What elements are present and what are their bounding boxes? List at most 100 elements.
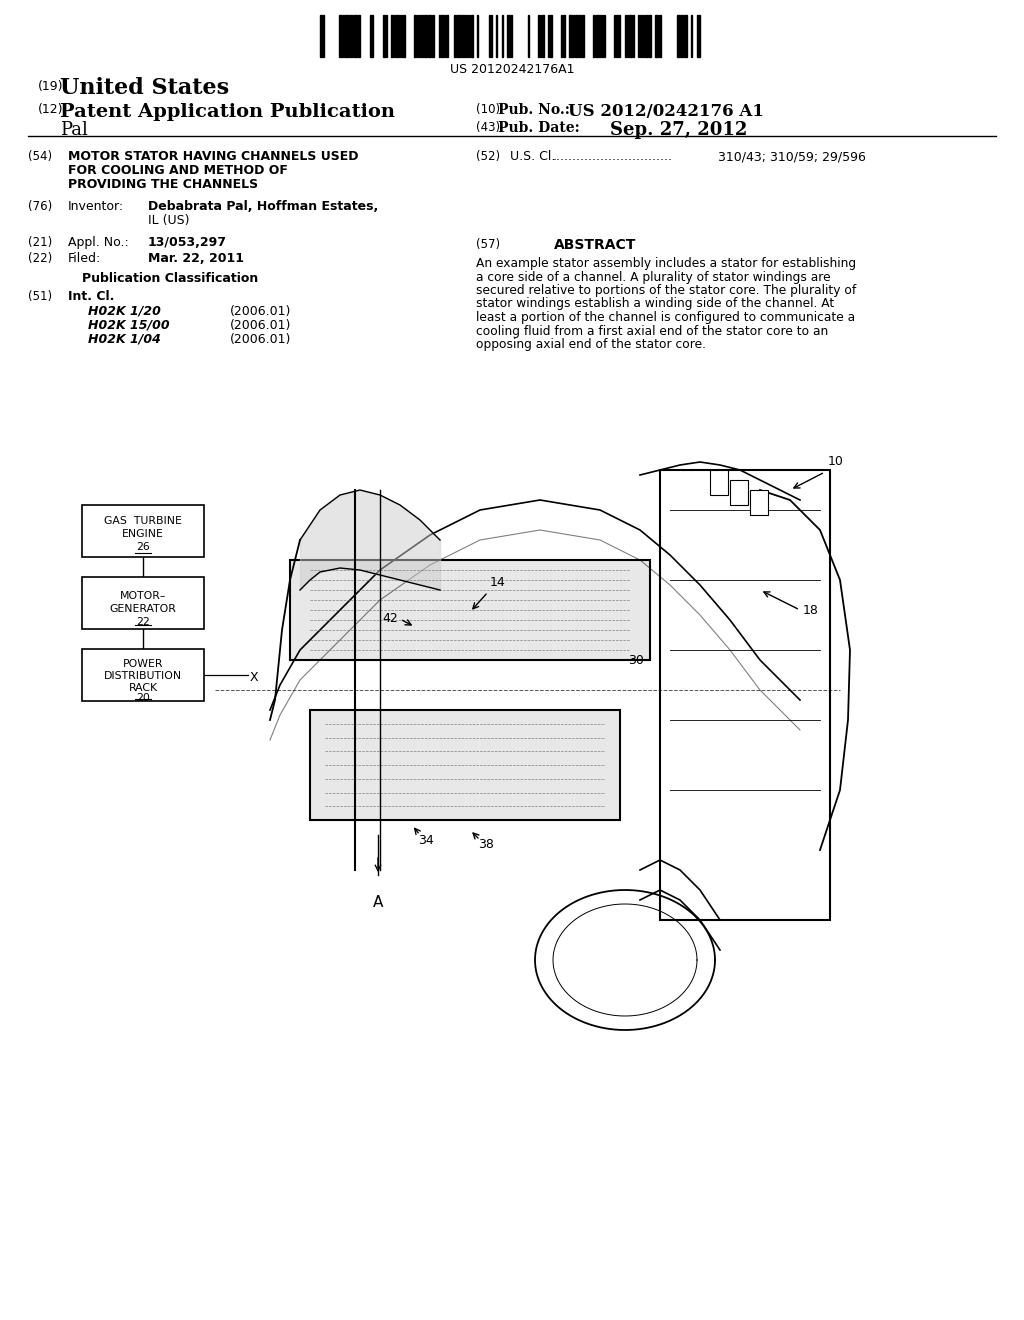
Bar	[441, 15, 443, 57]
Bar	[461, 15, 463, 57]
Text: (57): (57)	[476, 238, 500, 251]
Bar	[730, 480, 748, 506]
Text: MOTOR–: MOTOR–	[120, 591, 166, 601]
Bar	[345, 15, 348, 57]
Bar	[471, 15, 473, 57]
Text: GENERATOR: GENERATOR	[110, 605, 176, 614]
Text: GAS  TURBINE: GAS TURBINE	[104, 516, 182, 525]
Bar	[432, 15, 434, 57]
Bar	[319, 15, 322, 57]
Text: RACK: RACK	[128, 682, 158, 693]
Bar	[593, 15, 595, 57]
Bar	[428, 15, 431, 57]
Text: 18: 18	[803, 603, 819, 616]
Bar	[310, 710, 620, 820]
Text: 22: 22	[136, 616, 150, 627]
Bar	[403, 15, 406, 57]
Text: (2006.01): (2006.01)	[230, 333, 292, 346]
Bar	[575, 15, 578, 57]
Text: (2006.01): (2006.01)	[230, 305, 292, 318]
Text: (12): (12)	[38, 103, 63, 116]
Text: US 2012/0242176 A1: US 2012/0242176 A1	[568, 103, 764, 120]
Text: 38: 38	[478, 838, 494, 851]
Text: A: A	[373, 895, 383, 909]
Bar	[616, 15, 618, 57]
Bar	[391, 15, 393, 57]
Bar	[750, 490, 768, 515]
Text: Int. Cl.: Int. Cl.	[68, 290, 115, 304]
Text: (43): (43)	[476, 121, 500, 135]
Text: Sep. 27, 2012: Sep. 27, 2012	[610, 121, 748, 139]
Bar	[697, 15, 700, 57]
Bar	[579, 15, 581, 57]
Text: (10): (10)	[476, 103, 500, 116]
Text: Patent Application Publication: Patent Application Publication	[60, 103, 395, 121]
Text: MOTOR STATOR HAVING CHANNELS USED: MOTOR STATOR HAVING CHANNELS USED	[68, 150, 358, 162]
Bar	[349, 15, 351, 57]
Bar	[681, 15, 683, 57]
Text: Inventor:: Inventor:	[68, 201, 124, 213]
Text: PROVIDING THE CHANNELS: PROVIDING THE CHANNELS	[68, 178, 258, 191]
Bar	[424, 15, 427, 57]
Text: 14: 14	[490, 576, 506, 589]
Text: least a portion of the channel is configured to communicate a: least a portion of the channel is config…	[476, 312, 855, 323]
Text: Pub. No.:: Pub. No.:	[498, 103, 570, 117]
Text: US 20120242176A1: US 20120242176A1	[450, 63, 574, 77]
Bar	[464, 15, 466, 57]
Text: opposing axial end of the stator core.: opposing axial end of the stator core.	[476, 338, 706, 351]
Text: X: X	[250, 671, 259, 684]
Bar	[339, 15, 342, 57]
Text: United States: United States	[60, 77, 229, 99]
Bar	[507, 15, 510, 57]
Text: H02K 1/20: H02K 1/20	[88, 305, 161, 318]
Text: (54): (54)	[28, 150, 52, 162]
Text: 20: 20	[136, 693, 150, 704]
Bar	[542, 15, 544, 57]
Text: ..............................: ..............................	[553, 150, 673, 162]
Bar	[82, 649, 204, 701]
Text: ENGINE: ENGINE	[122, 529, 164, 539]
Text: (52): (52)	[476, 150, 500, 162]
Text: (76): (76)	[28, 201, 52, 213]
Text: (22): (22)	[28, 252, 52, 265]
Text: An example stator assembly includes a stator for establishing: An example stator assembly includes a st…	[476, 257, 856, 271]
Text: 42: 42	[382, 611, 398, 624]
Bar	[414, 15, 416, 57]
Bar	[550, 15, 552, 57]
Bar	[596, 15, 599, 57]
Text: H02K 15/00: H02K 15/00	[88, 319, 170, 333]
Bar	[660, 470, 830, 920]
Text: DISTRIBUTION: DISTRIBUTION	[104, 671, 182, 681]
Text: 30: 30	[628, 653, 644, 667]
Bar	[655, 15, 658, 57]
Text: 13/053,297: 13/053,297	[148, 236, 227, 249]
Text: Pub. Date:: Pub. Date:	[498, 121, 580, 135]
Text: Pal: Pal	[60, 121, 88, 139]
Bar	[290, 560, 650, 660]
Text: Publication Classification: Publication Classification	[82, 272, 258, 285]
Bar	[454, 15, 456, 57]
Bar	[446, 15, 449, 57]
Bar	[396, 15, 398, 57]
Text: H02K 1/04: H02K 1/04	[88, 333, 161, 346]
Text: Debabrata Pal, Hoffman Estates,: Debabrata Pal, Hoffman Estates,	[148, 201, 378, 213]
Text: 310/43; 310/59; 29/596: 310/43; 310/59; 29/596	[718, 150, 866, 162]
Text: cooling fluid from a first axial end of the stator core to an: cooling fluid from a first axial end of …	[476, 325, 828, 338]
Bar	[646, 15, 648, 57]
Text: POWER: POWER	[123, 659, 163, 669]
Text: secured relative to portions of the stator core. The plurality of: secured relative to portions of the stat…	[476, 284, 856, 297]
Bar	[82, 506, 204, 557]
Bar	[684, 15, 687, 57]
Text: Appl. No.:: Appl. No.:	[68, 236, 129, 249]
Bar	[710, 470, 728, 495]
Text: ABSTRACT: ABSTRACT	[554, 238, 636, 252]
Text: stator windings establish a winding side of the channel. At: stator windings establish a winding side…	[476, 297, 835, 310]
Bar	[582, 15, 584, 57]
Text: (19): (19)	[38, 81, 63, 92]
Text: 10: 10	[828, 455, 844, 469]
Text: (21): (21)	[28, 236, 52, 249]
Bar	[629, 15, 632, 57]
Bar	[563, 15, 565, 57]
Bar	[677, 15, 680, 57]
Text: (2006.01): (2006.01)	[230, 319, 292, 333]
